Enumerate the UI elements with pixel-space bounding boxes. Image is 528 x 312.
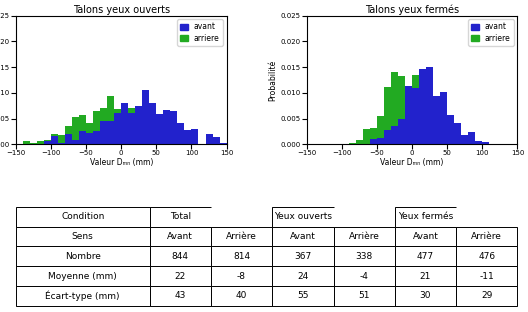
Title: Talons yeux ouverts: Talons yeux ouverts: [73, 5, 170, 15]
Y-axis label: Probabilité: Probabilité: [268, 59, 277, 100]
Legend: avant, arriere: avant, arriere: [468, 19, 514, 46]
X-axis label: Valeur Dₘₙ (mm): Valeur Dₘₙ (mm): [90, 158, 153, 167]
Polygon shape: [307, 66, 517, 144]
Legend: avant, arriere: avant, arriere: [177, 19, 223, 46]
Polygon shape: [16, 95, 227, 144]
X-axis label: Valeur Dₘₙ (mm): Valeur Dₘₙ (mm): [380, 158, 444, 167]
Polygon shape: [16, 90, 227, 144]
Polygon shape: [307, 72, 517, 144]
Title: Talons yeux fermés: Talons yeux fermés: [365, 4, 459, 15]
